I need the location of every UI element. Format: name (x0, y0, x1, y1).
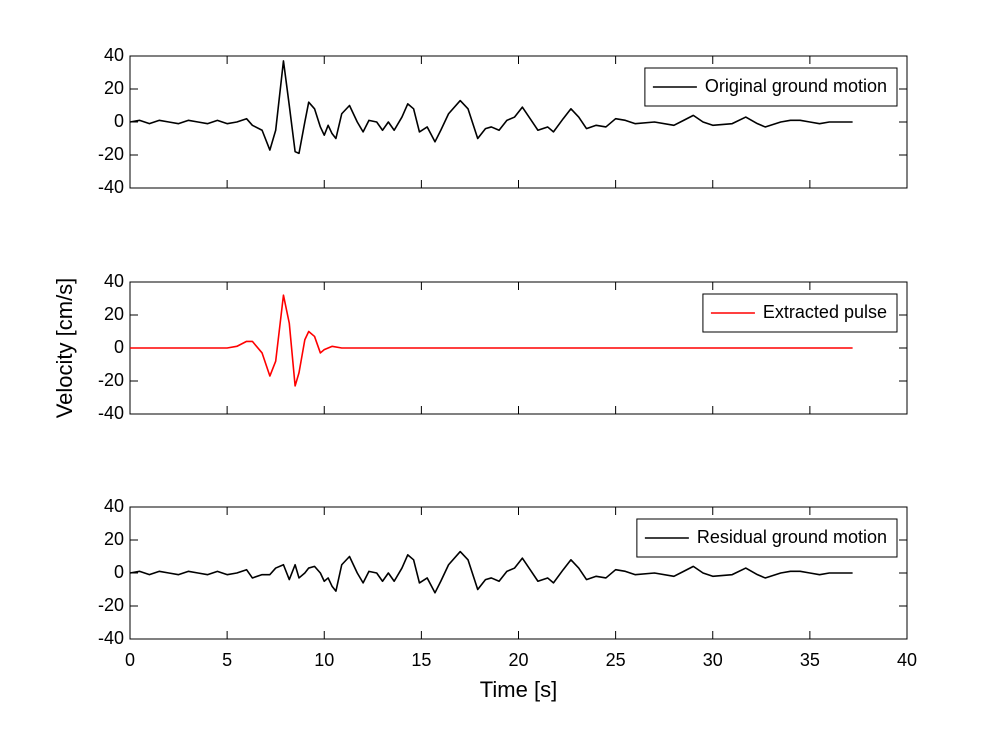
legend: Residual ground motion (636, 518, 898, 558)
series-line (129, 60, 853, 155)
y-tick-label: -20 (98, 144, 124, 164)
series-line (129, 550, 853, 594)
x-tick-label: 30 (703, 650, 723, 670)
x-tick-label: 5 (222, 650, 232, 670)
y-tick-label: -20 (98, 595, 124, 615)
y-tick-label: 0 (114, 337, 124, 357)
legend-label: Original ground motion (705, 76, 887, 96)
y-tick-label: 20 (104, 78, 124, 98)
x-tick-label: 25 (606, 650, 626, 670)
legend-label: Extracted pulse (763, 302, 887, 322)
x-tick-label: 10 (314, 650, 334, 670)
x-tick-label: 40 (897, 650, 917, 670)
y-tick-label: -40 (98, 177, 124, 197)
y-tick-label: 20 (104, 304, 124, 324)
legend: Extracted pulse (702, 293, 898, 333)
y-tick-label: -40 (98, 403, 124, 423)
y-tick-label: 20 (104, 529, 124, 549)
y-tick-label: -40 (98, 628, 124, 648)
y-tick-label: 0 (114, 111, 124, 131)
x-axis-label: Time [s] (480, 677, 557, 702)
y-tick-label: 0 (114, 562, 124, 582)
y-tick-label: 40 (104, 45, 124, 65)
series-line (130, 294, 853, 387)
x-tick-label: 15 (411, 650, 431, 670)
y-tick-label: 40 (104, 271, 124, 291)
y-tick-label: -20 (98, 370, 124, 390)
y-axis-label: Velocity [cm/s] (52, 278, 77, 419)
x-tick-label: 35 (800, 650, 820, 670)
x-tick-label: 0 (125, 650, 135, 670)
legend-label: Residual ground motion (697, 527, 887, 547)
legend: Original ground motion (644, 67, 898, 107)
x-tick-label: 20 (508, 650, 528, 670)
y-tick-label: 40 (104, 496, 124, 516)
